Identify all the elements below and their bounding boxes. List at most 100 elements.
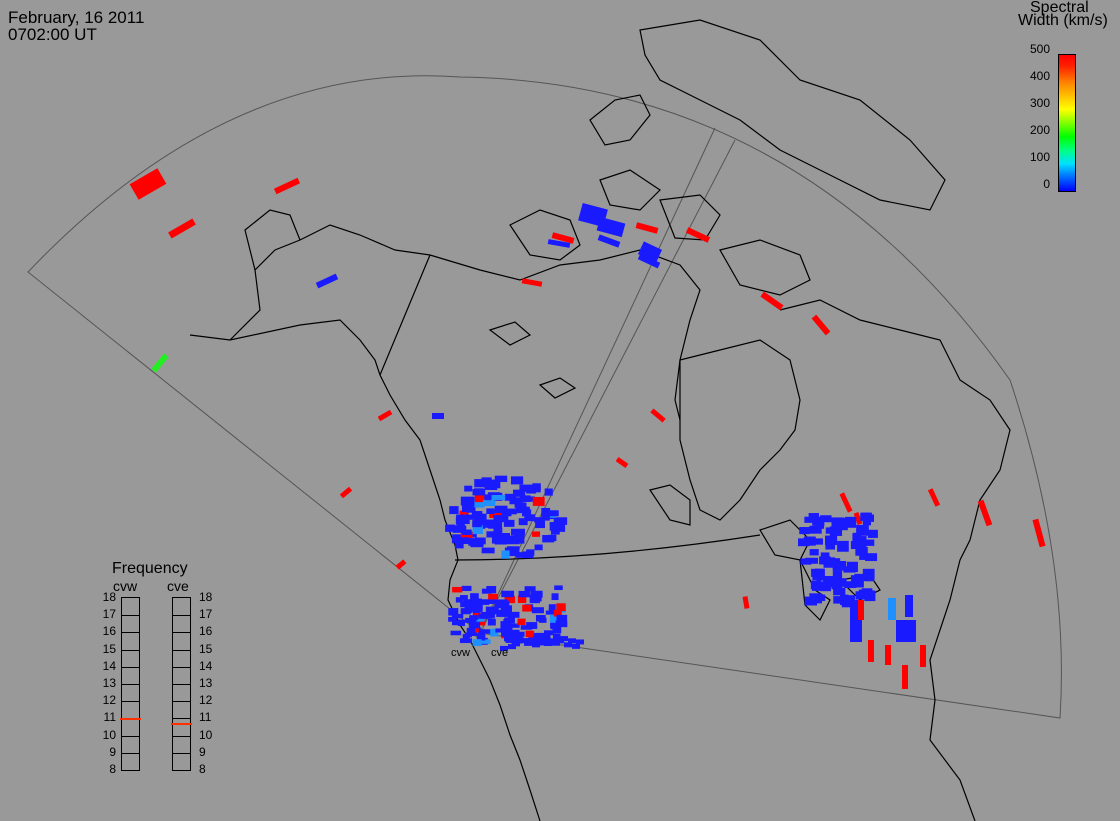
backscatter-cell [514,502,525,508]
backscatter-cell [501,600,510,607]
backscatter-cell [493,527,503,537]
backscatter-cell [474,479,489,488]
backscatter-cell [522,509,532,517]
backscatter-cell [519,495,531,503]
backscatter-cell [534,632,545,640]
frequency-cell-divider [122,701,139,703]
backscatter-cell [476,616,485,622]
backscatter-cell [852,533,861,542]
backscatter-cell [809,549,819,556]
backscatter-cell [395,559,407,570]
backscatter-cell [462,529,472,536]
backscatter-cell [854,573,866,582]
backscatter-cell [552,626,562,634]
frequency-marker-cve [171,723,192,726]
backscatter-cell [554,585,563,591]
backscatter-cell [572,643,580,649]
backscatter-cell [867,529,878,538]
backscatter-cell [490,628,499,637]
frequency-tick-label: 16 [199,624,213,639]
backscatter-cell [472,525,483,535]
backscatter-cell [455,597,463,603]
backscatter-cell [315,273,339,289]
backscatter-cell [485,606,499,615]
backscatter-cell [855,545,867,556]
backscatter-cell [500,645,508,651]
backscatter-cell [556,614,568,622]
backscatter-cell [555,620,566,625]
frequency-tick-label: 18 [102,590,116,604]
backscatter-cell [809,525,822,534]
backscatter-cell [866,539,875,546]
backscatter-cell [520,638,528,644]
backscatter-cell [535,520,545,529]
colorbar-tick: 400 [1029,69,1050,83]
backscatter-cell [862,514,875,522]
backscatter-cell [824,535,838,546]
backscatter-cell [452,586,463,593]
backscatter-cell [515,552,526,558]
backscatter-cell [833,578,843,587]
backscatter-cell [844,581,857,589]
backscatter-cell [478,613,488,619]
backscatter-cell [474,488,484,496]
backscatter-cell [476,633,486,641]
backscatter-cell [859,553,871,560]
backscatter-cell [524,586,536,592]
backscatter-cell [902,665,908,689]
frequency-cell-divider [122,684,139,685]
backscatter-cell [548,510,559,517]
frequency-tick-label: 14 [102,658,116,673]
backscatter-cell [977,499,993,527]
backscatter-cell [454,541,464,549]
backscatter-cell [833,596,843,604]
frequency-tick-label: 18 [199,590,213,604]
backscatter-cell [494,539,507,545]
backscatter-cell [511,528,525,536]
colorbar-tick: 0 [1043,177,1050,191]
backscatter-cell [524,640,532,646]
backscatter-cell [488,599,497,604]
backscatter-cell [519,484,533,492]
backscatter-cell [547,239,571,248]
backscatter-cell [496,599,508,606]
frequency-cell-divider [173,735,190,737]
backscatter-cell [129,168,167,200]
backscatter-cell [760,291,784,311]
backscatter-cell [451,613,464,619]
backscatter-cell [812,516,825,526]
backscatter-cell [474,494,485,503]
backscatter-cell [449,506,459,515]
backscatter-cell [814,538,823,545]
backscatter-cell [456,537,470,545]
backscatter-cell [560,636,568,642]
backscatter-cell [804,596,818,606]
backscatter-cell [459,510,469,518]
backscatter-cell [456,514,469,523]
backscatter-cell [526,549,535,556]
backscatter-cell [542,635,551,642]
backscatter-cell [920,645,926,667]
frequency-cell-divider [173,632,190,634]
backscatter-cell [637,241,663,263]
backscatter-cell [474,513,487,522]
backscatter-cell [844,516,857,528]
backscatter-cell [535,615,546,622]
backscatter-cell [548,604,557,612]
backscatter-cell [460,595,468,600]
backscatter-cell [576,639,584,645]
backscatter-cell [811,580,822,591]
backscatter-cell [841,599,854,608]
backscatter-cell [464,603,478,610]
backscatter-cell [820,552,830,559]
frequency-tick-label: 9 [109,744,116,759]
backscatter-cell [650,408,666,423]
colorbar-tick: 500 [1029,42,1050,56]
backscatter-cell [532,642,540,648]
backscatter-layer [129,168,1046,689]
backscatter-cell [518,518,528,526]
backscatter-cell [525,630,535,638]
backscatter-cell [530,590,543,598]
backscatter-cell [885,645,891,665]
backscatter-cell [273,177,301,195]
